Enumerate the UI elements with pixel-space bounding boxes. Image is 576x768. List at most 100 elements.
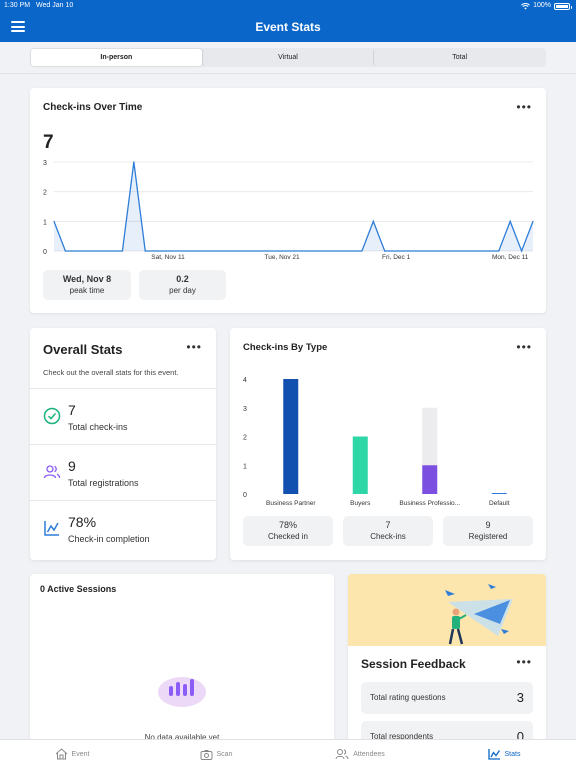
y-tick-label: 3 bbox=[243, 406, 247, 413]
tab-label: Attendees bbox=[353, 750, 385, 758]
stat-value: 9 bbox=[68, 458, 76, 474]
summary-label: Registered bbox=[468, 532, 508, 541]
y-tick-label: 0 bbox=[243, 492, 247, 499]
wifi-icon bbox=[521, 2, 531, 9]
more-options-icon[interactable]: ••• bbox=[186, 340, 202, 354]
camera-icon bbox=[200, 749, 213, 760]
peak-time-pill: Wed, Nov 8 peak time bbox=[43, 270, 131, 300]
feedback-illustration bbox=[445, 584, 513, 645]
people-icon bbox=[335, 749, 349, 760]
feedback-label: Total respondents bbox=[370, 732, 434, 741]
data-point bbox=[144, 250, 146, 252]
empty-state-text: No data available yet bbox=[144, 733, 220, 742]
x-tick-label: Mon, Dec 11 bbox=[492, 254, 529, 261]
summary-check-ins: 7 Check-ins bbox=[343, 516, 433, 546]
per-day-label: per day bbox=[169, 286, 196, 295]
stats-icon bbox=[487, 749, 500, 760]
tab-label: Scan bbox=[216, 750, 233, 758]
tab-label: Stats bbox=[504, 750, 521, 758]
summary-checked-in: 78% Checked in bbox=[243, 516, 333, 546]
summary-label: Check-ins bbox=[370, 532, 406, 541]
per-day-pill: 0.2 per day bbox=[139, 270, 226, 300]
stat-label: Check-in completion bbox=[68, 534, 150, 544]
data-point bbox=[64, 250, 67, 252]
check-circle-icon bbox=[43, 407, 61, 425]
home-icon bbox=[55, 748, 67, 760]
status-date: Wed Jan 10 bbox=[36, 2, 74, 9]
total-checkins-value: 7 bbox=[43, 132, 54, 153]
summary-value: 9 bbox=[485, 520, 491, 530]
data-point bbox=[509, 220, 511, 222]
data-point bbox=[498, 250, 500, 252]
tab-event[interactable]: Event bbox=[0, 740, 144, 768]
x-tick-label: Sat, Nov 11 bbox=[151, 254, 185, 261]
summary-label: Checked in bbox=[267, 532, 309, 541]
data-point bbox=[133, 161, 135, 163]
feedback-row: Total rating questions 3 bbox=[361, 682, 533, 714]
chart-icon bbox=[44, 521, 59, 536]
checkins-by-type-card: Check-ins By Type ••• 0 1 2 3 4 Business Part… bbox=[230, 328, 546, 560]
y-tick-label: 1 bbox=[43, 219, 47, 226]
bar-checked-in bbox=[283, 379, 299, 494]
checkins-by-type-chart: 0 1 2 3 4 Business Partner Buyers Business Prof… bbox=[243, 377, 510, 507]
tab-scan[interactable]: Scan bbox=[144, 740, 288, 768]
status-time: 1:30 PM bbox=[4, 2, 31, 9]
y-tick-label: 1 bbox=[243, 463, 247, 470]
more-options-icon[interactable]: ••• bbox=[516, 655, 532, 669]
tab-attendees[interactable]: Attendees bbox=[288, 740, 432, 768]
stat-value: 78% bbox=[68, 514, 97, 530]
bar-registered bbox=[422, 407, 438, 466]
battery-icon bbox=[554, 2, 572, 10]
x-tick-label: Business Professio... bbox=[399, 500, 460, 507]
tab-bar: Event Scan Attendees Stats bbox=[0, 739, 576, 768]
y-tick-label: 0 bbox=[43, 249, 47, 256]
x-tick-label: Buyers bbox=[350, 500, 371, 507]
checkins-time-chart: 0 1 2 3 Sat, Nov 11 Tue, Nov 21 Fri, Dec 1 Mon,… bbox=[43, 160, 534, 261]
battery-percent: 100% bbox=[533, 2, 551, 9]
data-point bbox=[532, 220, 534, 222]
segment-in-person[interactable]: In-person bbox=[31, 49, 202, 66]
summary-value: 78% bbox=[278, 520, 297, 530]
active-sessions-card: 0 Active Sessions No data available yet bbox=[30, 574, 334, 754]
overall-stats-card: Overall Stats ••• Check out the overall … bbox=[30, 328, 216, 560]
peak-time-label: peak time bbox=[69, 286, 105, 295]
card-title: Overall Stats bbox=[43, 342, 123, 357]
feedback-banner bbox=[348, 574, 546, 646]
feedback-value: 0 bbox=[516, 729, 524, 744]
segment-total[interactable]: Total bbox=[373, 49, 545, 66]
checkins-over-time-card: Check-ins Over Time ••• 7 0 1 2 3 Sat, Nov 1… bbox=[30, 88, 546, 313]
peak-time-value: Wed, Nov 8 bbox=[62, 274, 112, 284]
data-point bbox=[53, 220, 55, 222]
y-tick-label: 2 bbox=[43, 190, 47, 197]
x-tick-label: Business Partner bbox=[266, 500, 316, 507]
page-title: Event Stats bbox=[255, 20, 321, 34]
card-title: Check-ins Over Time bbox=[43, 102, 143, 113]
segment-virtual[interactable]: Virtual bbox=[201, 49, 374, 66]
card-description: Check out the overall stats for this eve… bbox=[43, 368, 179, 377]
y-tick-label: 4 bbox=[243, 377, 247, 384]
bar-checked-in bbox=[352, 436, 368, 494]
hamburger-menu-icon[interactable] bbox=[11, 21, 25, 32]
x-tick-label: Tue, Nov 21 bbox=[265, 254, 301, 261]
stat-row-completion: 78% Check-in completion bbox=[30, 500, 216, 556]
y-tick-label: 2 bbox=[243, 435, 247, 442]
card-title: 0 Active Sessions bbox=[40, 584, 117, 594]
stat-value: 7 bbox=[68, 402, 76, 418]
data-point bbox=[361, 250, 363, 252]
data-point bbox=[372, 220, 374, 222]
people-icon bbox=[43, 465, 61, 479]
card-title: Check-ins By Type bbox=[243, 342, 328, 353]
per-day-value: 0.2 bbox=[176, 274, 189, 284]
data-point bbox=[520, 250, 523, 252]
feedback-label: Total rating questions bbox=[370, 693, 446, 702]
data-point bbox=[121, 250, 124, 252]
tab-stats[interactable]: Stats bbox=[432, 740, 576, 768]
segmented-control: In-person Virtual Total bbox=[30, 48, 546, 67]
series-area bbox=[54, 162, 533, 251]
nav-bar: Event Stats bbox=[0, 12, 576, 42]
status-bar: 1:30 PM Wed Jan 10 100% bbox=[0, 0, 576, 12]
summary-registered: 9 Registered bbox=[443, 516, 533, 546]
bar-checked-in bbox=[491, 493, 507, 494]
series-line bbox=[53, 161, 534, 253]
summary-value: 7 bbox=[385, 520, 391, 530]
